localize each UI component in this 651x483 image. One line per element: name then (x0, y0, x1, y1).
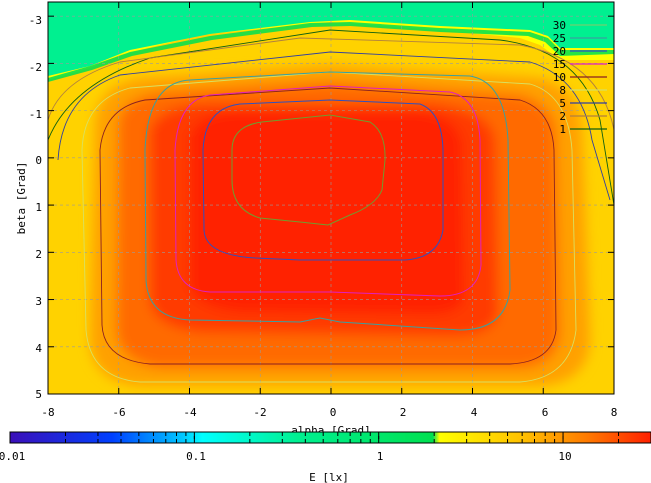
x-tick-label: -4 (183, 406, 197, 419)
x-tick-label: 0 (330, 406, 337, 419)
y-tick-label: -3 (29, 14, 42, 27)
plot-tick-marks (47, 2, 615, 395)
x-tick-labels: -8 -6 -4 -2 0 2 4 6 8 (41, 406, 617, 419)
colorbar-tick-labels: 0.01 0.1 1 10 (0, 450, 572, 463)
contour-line-8 (81, 71, 577, 383)
contour-line-5 (57, 51, 611, 201)
legend-label: 10 (553, 71, 566, 84)
x-tick-label: 6 (542, 406, 549, 419)
heatmap-band-core (190, 112, 464, 315)
contour-line-1 (48, 29, 614, 206)
y-tick-label: 0 (35, 154, 42, 167)
contour-line-20 (174, 85, 482, 297)
legend-label: 25 (553, 32, 566, 45)
y-tick-label: -1 (29, 108, 42, 121)
legend-label: 2 (559, 110, 566, 123)
y-tick-label: 5 (35, 388, 42, 401)
legend-label: 8 (559, 84, 566, 97)
heatmap-area (48, 2, 614, 394)
legend: 30 25 20 15 10 8 5 2 1 (553, 19, 607, 136)
y-tick-label: -2 (29, 61, 42, 74)
contour-lines (48, 29, 614, 383)
contour-line-15 (144, 71, 511, 331)
y-tick-labels: -3 -2 -1 0 1 2 3 4 5 (29, 14, 43, 401)
x-tick-label: -6 (112, 406, 125, 419)
y-tick-label: 2 (35, 248, 42, 261)
x-tick-label: 2 (400, 406, 407, 419)
colorbar-tick-marks (9, 432, 651, 443)
contour-line-10 (99, 87, 557, 365)
x-tick-label: 4 (471, 406, 478, 419)
legend-label: 5 (559, 97, 566, 110)
y-axis-title: beta [Grad] (15, 162, 28, 235)
contour-line-25 (202, 99, 444, 261)
colorbar-tick-label: 1 (377, 450, 384, 463)
y-tick-label: 4 (35, 342, 42, 355)
grid (47, 2, 615, 395)
colorbar-title: E [lx] (309, 471, 349, 483)
legend-label: 15 (553, 58, 566, 71)
legend-label: 20 (553, 45, 566, 58)
y-tick-label: 1 (35, 201, 42, 214)
colorbar-tick-label: 10 (558, 450, 571, 463)
colorbar-tick-label: 0.01 (0, 450, 25, 463)
x-tick-label: -8 (41, 406, 54, 419)
y-tick-label: 3 (35, 295, 42, 308)
legend-label: 1 (559, 123, 566, 136)
x-tick-label: -2 (253, 406, 266, 419)
x-tick-label: 8 (611, 406, 618, 419)
legend-label: 30 (553, 19, 566, 32)
contour-line-2 (48, 37, 614, 131)
colorbar-tick-label: 0.1 (186, 450, 206, 463)
contour-line-30 (231, 114, 386, 226)
